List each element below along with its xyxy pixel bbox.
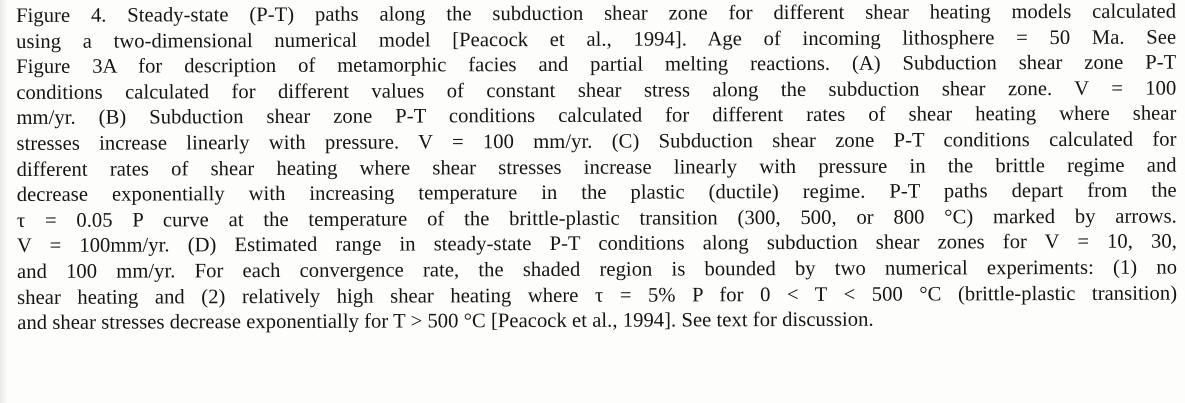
figure-caption: Figure 4. Steady-state (P-T) paths along… [16, 0, 1177, 337]
caption-line-12: shear heating and (2) relatively high sh… [17, 282, 1178, 309]
caption-line-1: Figure 4. Steady-state (P-T) paths along… [16, 0, 1177, 27]
scan-edge-shadow [0, 0, 8, 403]
caption-line-6: stresses increase linearly with pressure… [16, 128, 1177, 155]
caption-line-11: and 100 mm/yr. For each convergence rate… [16, 256, 1178, 283]
caption-line-13: and shear stresses decrease exponentiall… [17, 308, 874, 335]
